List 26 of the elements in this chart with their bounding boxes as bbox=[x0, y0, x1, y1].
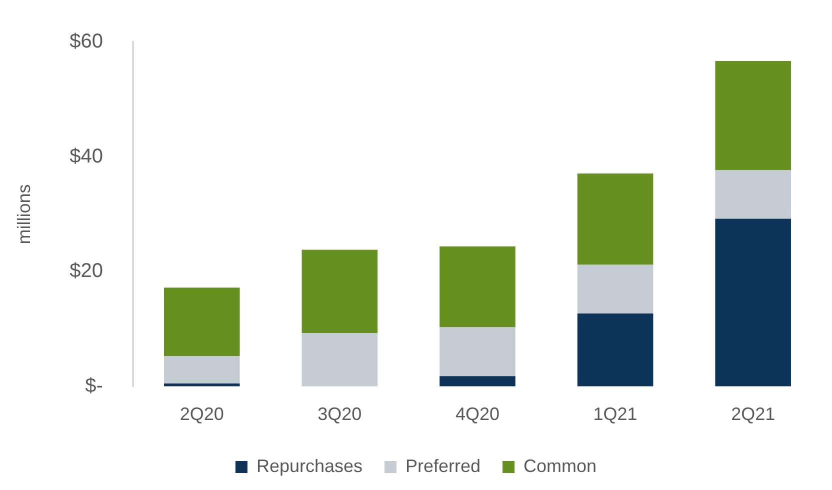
bar bbox=[302, 333, 378, 386]
x-tick-label: 3Q20 bbox=[318, 404, 362, 424]
x-tick-label: 2Q21 bbox=[731, 404, 776, 424]
legend-label: Preferred bbox=[406, 456, 481, 476]
bar bbox=[577, 264, 654, 314]
bar bbox=[577, 173, 654, 265]
x-tick-label: 1Q21 bbox=[593, 404, 638, 424]
y-tick-label: $40 bbox=[70, 145, 103, 168]
x-tick-label: 2Q20 bbox=[180, 404, 224, 424]
bar bbox=[302, 250, 378, 334]
x-tick-label: 4Q20 bbox=[455, 404, 500, 424]
legend-label: Repurchases bbox=[256, 456, 363, 476]
y-tick-label: $- bbox=[85, 374, 103, 397]
bar bbox=[715, 218, 791, 386]
bar bbox=[440, 376, 516, 386]
bar bbox=[164, 356, 240, 384]
bar bbox=[715, 60, 791, 170]
legend-label: Common bbox=[524, 456, 597, 476]
y-tick-label: $20 bbox=[70, 260, 103, 282]
bar bbox=[715, 170, 791, 219]
bar bbox=[164, 288, 240, 356]
y-axis-title: millions bbox=[14, 184, 34, 244]
bar bbox=[440, 246, 516, 328]
y-tick-label: $60 bbox=[70, 30, 103, 53]
bar bbox=[577, 314, 654, 386]
bar bbox=[440, 327, 516, 376]
